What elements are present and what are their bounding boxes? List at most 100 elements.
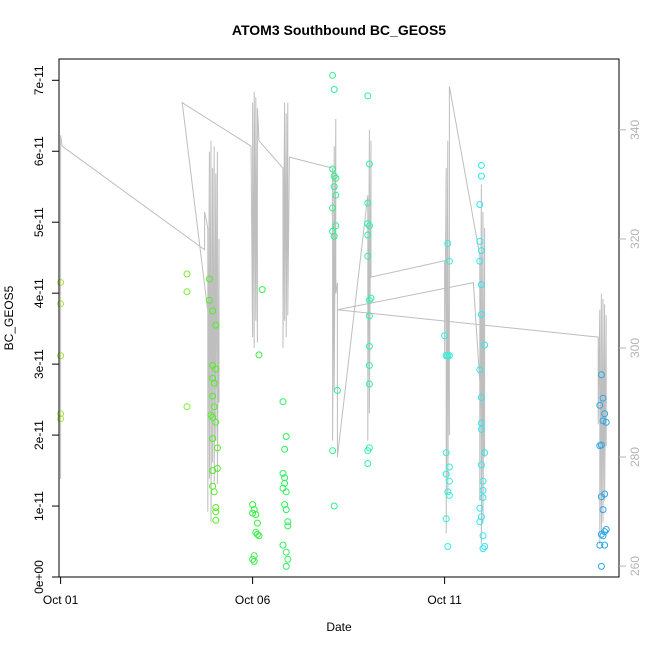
y-tick-label: 2e-11: [32, 420, 46, 450]
data-point: [284, 522, 292, 530]
data-point: [249, 555, 257, 563]
y2-tick-label: 340: [628, 120, 642, 140]
data-point: [212, 321, 220, 329]
data-point: [209, 392, 217, 400]
data-point: [284, 555, 292, 563]
data-point: [209, 413, 217, 421]
data-point: [258, 286, 266, 294]
x-axis: Oct 01 Oct 06 Oct 11: [43, 577, 462, 607]
data-point: [207, 411, 215, 419]
data-point: [602, 418, 610, 426]
data-point: [479, 545, 487, 553]
data-point: [253, 530, 261, 538]
data-point: [441, 332, 449, 340]
data-point: [477, 172, 485, 180]
data-point: [249, 501, 257, 509]
data-point: [477, 161, 485, 169]
y2-series-line: [60, 86, 607, 545]
y-tick-label: 1e-11: [32, 491, 46, 521]
data-point: [364, 92, 372, 100]
data-point: [252, 511, 260, 519]
data-point: [329, 204, 337, 212]
data-point: [367, 294, 375, 302]
data-point: [597, 530, 605, 538]
data-point: [597, 441, 605, 449]
data-point: [476, 504, 484, 512]
data-point: [477, 394, 485, 401]
data-point: [250, 557, 258, 565]
data-point: [365, 222, 373, 230]
data-point: [477, 461, 485, 469]
data-point: [477, 247, 485, 255]
data-point: [281, 479, 289, 487]
data-point: [250, 506, 258, 514]
data-point: [329, 447, 337, 455]
data-point: [57, 279, 65, 286]
data-point: [329, 165, 337, 173]
data-point: [445, 491, 453, 499]
y-axis-left: 0e+00 1e-11 2e-11 3e-11 4e-11 5e-11 6e-11 7e-11: [32, 65, 59, 594]
y-tick-label: 7e-11: [32, 65, 46, 95]
data-point: [445, 477, 453, 485]
data-point: [333, 386, 341, 394]
data-point: [57, 415, 65, 423]
data-point: [57, 352, 65, 360]
data-point: [444, 240, 452, 247]
data-point: [442, 449, 450, 457]
data-point: [332, 222, 340, 230]
x-axis-label: Date: [326, 620, 352, 634]
data-point: [282, 433, 290, 440]
x-tick-label: Oct 06: [235, 593, 271, 607]
data-point: [602, 526, 610, 533]
data-point: [57, 410, 65, 418]
data-point: [364, 199, 372, 207]
data-point: [601, 541, 609, 549]
data-point: [599, 394, 607, 402]
y2-tick-label: 260: [628, 556, 642, 576]
data-point: [329, 71, 337, 79]
data-point: [284, 518, 292, 526]
y-tick-label: 4e-11: [32, 278, 46, 308]
data-point: [209, 435, 217, 443]
data-point: [597, 562, 605, 570]
y-tick-label: 6e-11: [32, 136, 46, 166]
data-point: [445, 352, 453, 360]
data-point: [365, 362, 373, 369]
data-point: [365, 342, 373, 350]
chart-title: ATOM3 Southbound BC_GEOS5: [232, 22, 446, 38]
data-point: [279, 398, 287, 406]
data-point: [476, 518, 484, 526]
data-point: [599, 506, 607, 514]
data-point: [442, 515, 450, 523]
data-point: [249, 509, 257, 517]
y2-tick-label: 280: [628, 447, 642, 467]
data-point: [364, 231, 372, 239]
data-point: [479, 532, 487, 540]
data-point: [279, 541, 287, 549]
data-point: [213, 464, 221, 472]
data-point: [596, 401, 604, 409]
data-point: [279, 469, 287, 477]
x-tick-label: Oct 11: [427, 593, 462, 607]
data-point: [365, 444, 373, 452]
data-point: [332, 174, 340, 182]
y2-series-line-group: [60, 86, 607, 545]
data-point: [209, 307, 217, 315]
data-point: [599, 532, 607, 540]
data-point: [477, 425, 485, 433]
data-point: [210, 379, 218, 387]
data-point: [599, 417, 607, 425]
data-point: [212, 418, 220, 426]
data-point: [212, 365, 220, 373]
data-point: [601, 410, 609, 418]
plot-frame: [58, 58, 620, 578]
data-point: [330, 172, 338, 180]
y2-tick-label: 300: [628, 338, 642, 358]
data-point: [445, 463, 453, 471]
data-point: [479, 486, 487, 494]
data-point: [183, 403, 191, 411]
data-point: [183, 288, 191, 296]
data-point: [476, 366, 484, 374]
